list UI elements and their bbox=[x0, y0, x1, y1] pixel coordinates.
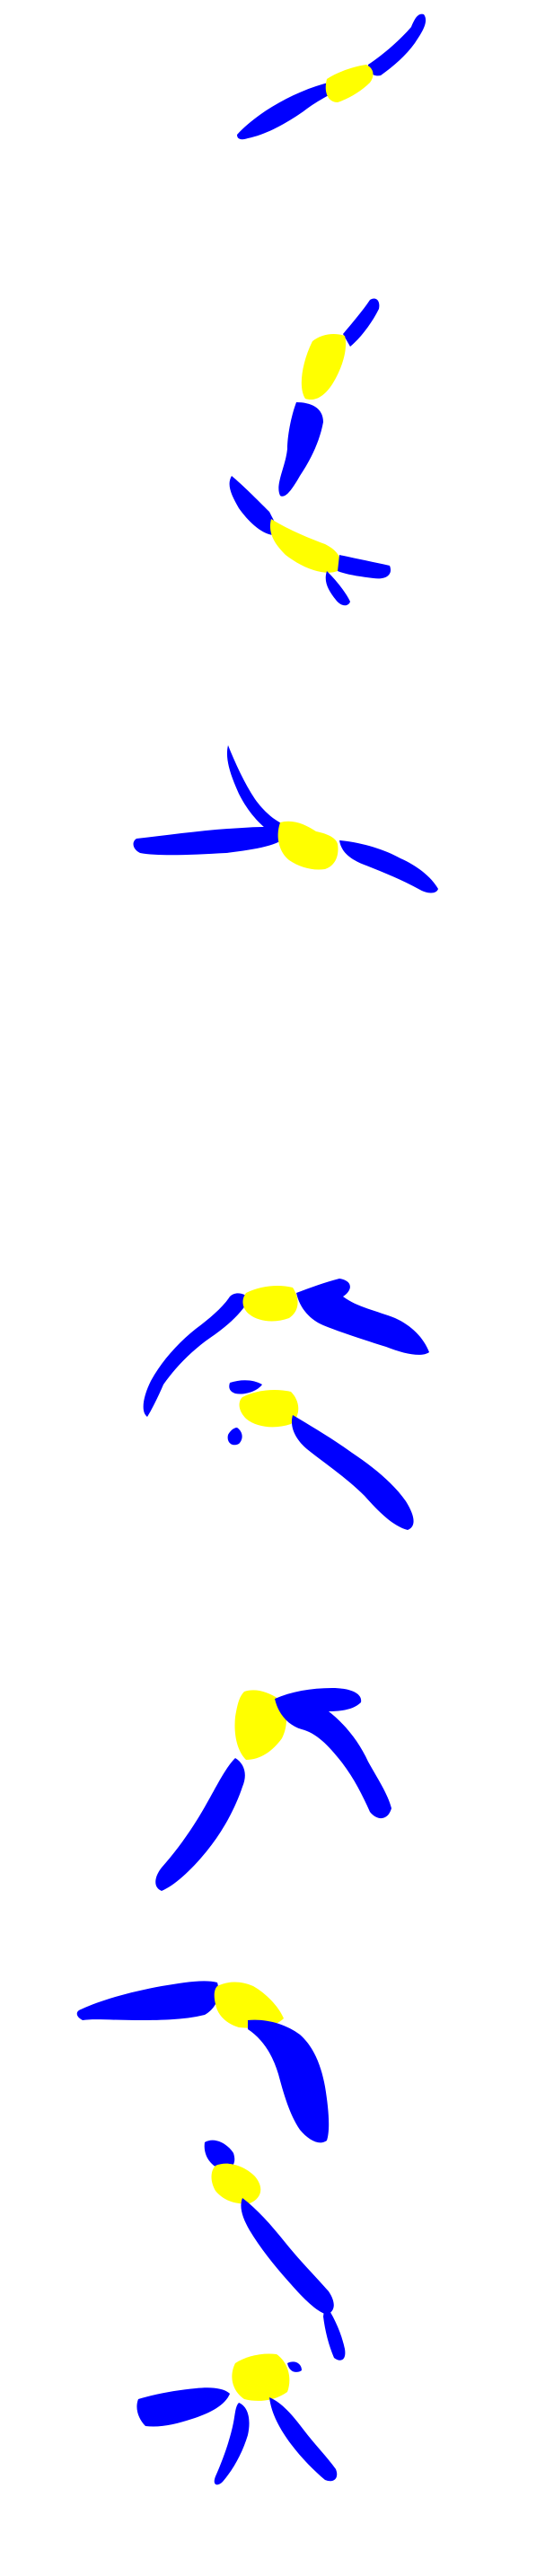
blue-segment bbox=[226, 745, 286, 837]
yellow-segment bbox=[269, 519, 341, 573]
blue-segment bbox=[296, 1279, 429, 1355]
blue-segment bbox=[133, 826, 287, 856]
blue-segment bbox=[143, 1293, 250, 1417]
blue-segment bbox=[248, 2019, 330, 2143]
figure-4 bbox=[143, 1279, 429, 1530]
blue-segment bbox=[136, 2387, 230, 2427]
figure-1 bbox=[237, 13, 426, 140]
blue-segment bbox=[214, 2403, 250, 2485]
yellow-segment bbox=[277, 821, 339, 870]
figure-2 bbox=[229, 298, 391, 606]
figure-7 bbox=[204, 2140, 346, 2361]
blue-segment bbox=[339, 840, 438, 893]
blue-segment bbox=[227, 1428, 242, 1446]
blue-segment bbox=[237, 80, 343, 140]
blue-segment bbox=[287, 2361, 302, 2372]
blue-segment bbox=[229, 1380, 262, 1394]
yellow-segment bbox=[214, 1982, 284, 2028]
blue-segment bbox=[204, 2140, 235, 2170]
yellow-segment bbox=[325, 65, 374, 102]
figure-6 bbox=[76, 1981, 330, 2143]
yellow-segment bbox=[234, 1690, 286, 1760]
figure-3 bbox=[133, 745, 438, 893]
blue-segment bbox=[155, 1758, 245, 1891]
blue-segment bbox=[275, 1688, 391, 1819]
yellow-segment bbox=[232, 2353, 290, 2401]
blue-segment bbox=[241, 2198, 334, 2315]
blue-segment bbox=[338, 555, 391, 579]
blue-segment bbox=[278, 402, 323, 497]
blue-segment bbox=[291, 1415, 414, 1530]
yellow-segment bbox=[242, 1286, 298, 1322]
blue-segment bbox=[343, 298, 380, 347]
blue-segment bbox=[76, 1981, 219, 2020]
figure-8 bbox=[136, 2353, 338, 2485]
yellow-segment bbox=[301, 334, 347, 400]
blue-segment bbox=[229, 476, 277, 535]
figure-5 bbox=[155, 1688, 391, 1891]
blue-segment bbox=[323, 2304, 346, 2361]
blue-segment bbox=[367, 13, 426, 76]
yellow-segment bbox=[239, 1390, 299, 1428]
blue-segment bbox=[325, 571, 350, 606]
yellow-segment bbox=[211, 2163, 261, 2204]
blue-segment bbox=[269, 2397, 338, 2482]
